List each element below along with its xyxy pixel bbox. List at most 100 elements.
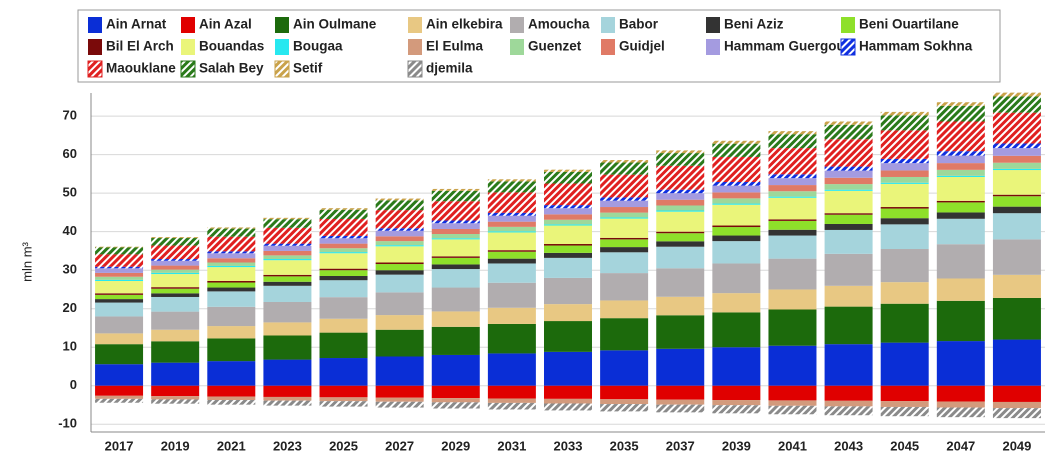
bar-segment: [263, 243, 312, 246]
y-axis-label: mln m³: [19, 241, 34, 281]
bar-segment: [712, 198, 761, 204]
bar-segment: [600, 174, 649, 198]
bar-segment: [263, 217, 312, 220]
bar-segment: [824, 306, 873, 345]
legend-swatch: [706, 39, 720, 55]
bar-segment: [936, 212, 985, 219]
bar-segment: [151, 269, 200, 273]
bar-segment: [95, 293, 144, 295]
bar-segment: [151, 311, 200, 330]
bar-segment: [544, 277, 592, 305]
bar-segment: [992, 213, 1041, 240]
bar-segment: [487, 353, 536, 386]
bar-segment: [936, 385, 985, 402]
bar-segment: [431, 269, 480, 288]
bar-segment: [824, 385, 873, 401]
bar-segment: [263, 274, 312, 277]
bar-segment: [656, 315, 705, 349]
bar-segment: [431, 238, 480, 240]
bar-segment: [824, 124, 873, 140]
bar-segment: [544, 403, 592, 411]
y-tick-label: 60: [63, 146, 77, 161]
bar-segment: [992, 112, 1041, 144]
bar-segment: [768, 405, 817, 415]
bar-segment: [992, 92, 1041, 97]
bar-segment: [431, 201, 480, 221]
bar-segment: [95, 280, 144, 294]
bar-segment: [487, 250, 536, 252]
bar-segment: [151, 385, 200, 397]
bar-segment: [656, 189, 705, 194]
bar-segment: [600, 162, 649, 175]
bar-segment: [544, 205, 592, 209]
legend-label: Guenzet: [528, 39, 582, 54]
bar-segment: [151, 341, 200, 363]
bar-segment: [992, 408, 1041, 419]
bar-segment: [207, 326, 256, 339]
bar-segment: [375, 264, 424, 271]
bar-segment: [95, 279, 144, 281]
bar-segment: [263, 227, 312, 244]
bar-segment: [487, 385, 536, 399]
bar-segment: [487, 181, 536, 193]
x-tick-label: 2029: [441, 438, 470, 453]
bar-segment: [487, 192, 536, 213]
bar-segment: [207, 251, 256, 254]
bar-segment: [768, 191, 817, 197]
bar-segment: [431, 354, 480, 386]
bar-segment: [768, 178, 817, 186]
bar-segment: [824, 285, 873, 307]
bar-segment: [768, 131, 817, 135]
bar-segment: [992, 155, 1041, 163]
bar-segment: [712, 263, 761, 294]
bar-segment: [375, 262, 424, 265]
bar-segment: [95, 268, 144, 273]
bar-segment: [263, 255, 312, 260]
bar-segment: [992, 239, 1041, 275]
bar-segment: [263, 259, 312, 261]
bar-segment: [319, 358, 368, 386]
bar-segment: [544, 171, 592, 184]
bar-segment: [880, 170, 929, 177]
bar-segment: [712, 203, 761, 205]
y-tick-label: 20: [63, 300, 77, 315]
bar-segment: [263, 396, 312, 401]
bar-segment: [768, 220, 817, 230]
bar-segment: [431, 402, 480, 409]
bar-segment: [207, 227, 256, 229]
bar-segment: [824, 189, 873, 191]
bar-segment: [992, 170, 1041, 195]
bar-segment: [712, 235, 761, 242]
bar-segment: [656, 199, 705, 206]
bar-segment: [936, 401, 985, 408]
bar-segment: [544, 351, 592, 386]
bar-segment: [375, 270, 424, 275]
bar-segment: [712, 312, 761, 348]
bar-segment: [712, 400, 761, 406]
bar-segment: [431, 287, 480, 312]
bar-segment: [487, 232, 536, 251]
bar-segment: [487, 398, 536, 403]
bar-segment: [431, 228, 480, 234]
bar-segment: [544, 385, 592, 399]
bar-segment: [824, 170, 873, 178]
bar-segment: [207, 338, 256, 362]
bar-segment: [263, 301, 312, 323]
bar-segment: [656, 399, 705, 405]
bar-segment: [768, 400, 817, 406]
bar-segment: [768, 235, 817, 259]
legend-label: Hammam Guergour: [724, 39, 851, 54]
bar-segment: [487, 231, 536, 233]
bar-segment: [880, 406, 929, 417]
bar-segment: [880, 224, 929, 250]
bar-segment: [319, 275, 368, 281]
bar-segment: [319, 218, 368, 236]
bar-segment: [936, 102, 985, 106]
bar-segment: [992, 401, 1041, 409]
y-tick-label: -10: [58, 416, 77, 431]
bar-segment: [936, 244, 985, 279]
bar-segment: [544, 169, 592, 172]
bar-segment: [992, 297, 1041, 340]
bar-segment: [880, 111, 929, 116]
bar-segment: [95, 395, 144, 399]
